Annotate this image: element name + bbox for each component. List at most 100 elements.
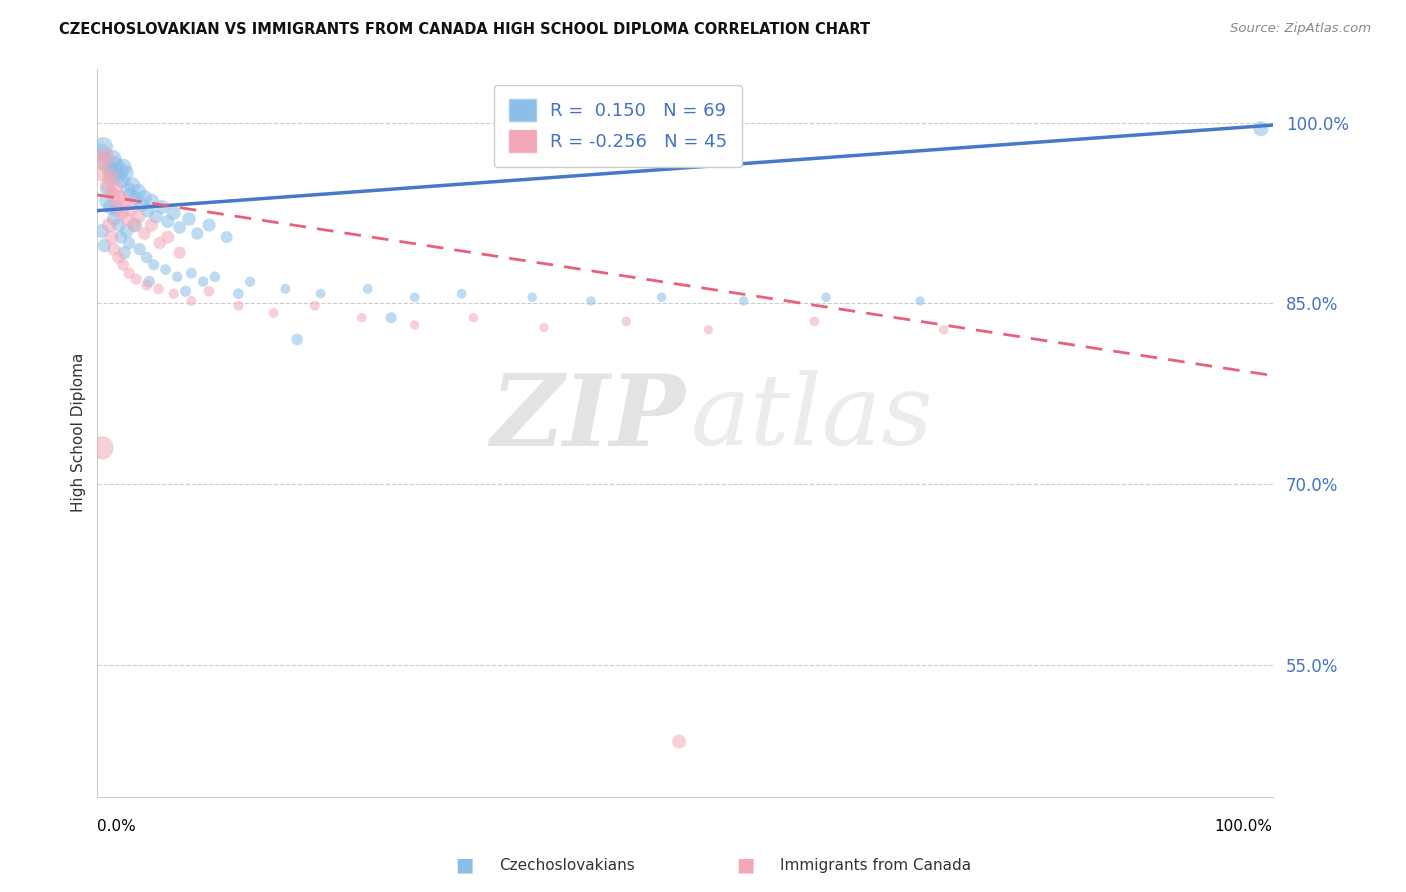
Point: [650, 290, 672, 304]
Point: [105, 202, 128, 217]
Point: [107, 218, 129, 232]
Point: [145, 210, 167, 224]
Point: [274, 282, 297, 296]
Text: Source: ZipAtlas.com: Source: ZipAtlas.com: [1230, 22, 1371, 36]
Point: [350, 310, 373, 325]
Point: [104, 158, 127, 172]
Point: [97, 178, 120, 193]
Point: [733, 293, 755, 308]
Text: Immigrants from Canada: Immigrants from Canada: [780, 858, 972, 872]
Point: [239, 275, 262, 289]
Point: [118, 266, 141, 280]
Point: [155, 262, 177, 277]
Point: [127, 184, 149, 198]
Text: 100.0%: 100.0%: [1215, 819, 1272, 834]
Point: [614, 314, 637, 328]
Point: [104, 182, 127, 196]
Point: [112, 245, 135, 260]
Point: [127, 210, 149, 224]
Text: Czechoslovakians: Czechoslovakians: [499, 858, 636, 872]
Point: [463, 310, 485, 325]
Point: [177, 212, 200, 227]
Point: [404, 318, 426, 332]
Legend: R =  0.150   N = 69, R = -0.256   N = 45: R = 0.150 N = 69, R = -0.256 N = 45: [495, 85, 742, 167]
Point: [932, 323, 955, 337]
Point: [186, 227, 208, 241]
Point: [191, 275, 214, 289]
Point: [533, 320, 555, 334]
Point: [215, 230, 238, 244]
Point: [136, 203, 159, 218]
Point: [803, 314, 825, 328]
Text: atlas: atlas: [690, 370, 934, 466]
Point: [94, 149, 117, 163]
Point: [309, 286, 332, 301]
Point: [166, 269, 188, 284]
Point: [169, 245, 191, 260]
Point: [174, 285, 197, 299]
Point: [100, 166, 122, 180]
Point: [114, 166, 136, 180]
Point: [908, 293, 931, 308]
Point: [98, 218, 121, 232]
Point: [285, 333, 308, 347]
Point: [141, 194, 163, 208]
Point: [134, 190, 156, 204]
Point: [94, 154, 117, 169]
Point: [180, 266, 202, 280]
Point: [115, 224, 138, 238]
Point: [112, 161, 135, 175]
Point: [120, 188, 142, 202]
Point: [814, 290, 837, 304]
Point: [117, 182, 139, 196]
Point: [163, 286, 186, 301]
Point: [131, 197, 153, 211]
Point: [228, 299, 250, 313]
Point: [93, 238, 115, 252]
Point: [380, 310, 402, 325]
Point: [180, 293, 202, 308]
Point: [138, 275, 160, 289]
Point: [100, 230, 122, 244]
Point: [115, 212, 138, 227]
Point: [98, 169, 121, 184]
Text: 0.0%: 0.0%: [97, 819, 136, 834]
Point: [91, 166, 114, 180]
Point: [90, 145, 112, 160]
Point: [111, 173, 134, 187]
Point: [112, 194, 135, 208]
Point: [91, 441, 114, 455]
Y-axis label: High School Diploma: High School Diploma: [72, 353, 86, 512]
Point: [156, 214, 179, 228]
Point: [579, 293, 602, 308]
Point: [108, 164, 131, 178]
Point: [124, 218, 146, 232]
Point: [103, 242, 125, 256]
Point: [107, 251, 129, 265]
Point: [98, 200, 121, 214]
Point: [697, 323, 720, 337]
Point: [91, 224, 114, 238]
Point: [450, 286, 472, 301]
Text: ■: ■: [454, 855, 474, 875]
Point: [228, 286, 250, 301]
Text: ■: ■: [735, 855, 755, 875]
Point: [134, 227, 156, 241]
Point: [98, 161, 121, 176]
Point: [135, 251, 157, 265]
Point: [263, 306, 285, 320]
Text: CZECHOSLOVAKIAN VS IMMIGRANTS FROM CANADA HIGH SCHOOL DIPLOMA CORRELATION CHART: CZECHOSLOVAKIAN VS IMMIGRANTS FROM CANAD…: [59, 22, 870, 37]
Point: [522, 290, 544, 304]
Point: [156, 230, 179, 244]
Point: [141, 218, 163, 232]
Point: [103, 212, 125, 227]
Point: [105, 169, 128, 184]
Point: [108, 190, 131, 204]
Point: [125, 272, 148, 286]
Text: ZIP: ZIP: [489, 370, 685, 467]
Point: [101, 152, 124, 166]
Point: [142, 258, 165, 272]
Point: [198, 285, 221, 299]
Point: [122, 218, 145, 232]
Point: [121, 178, 143, 193]
